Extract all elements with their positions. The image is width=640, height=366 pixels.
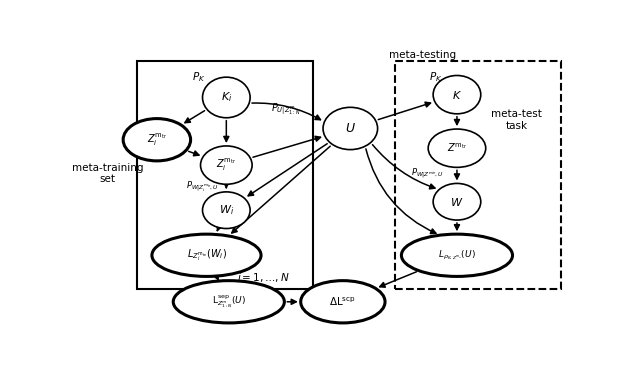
Ellipse shape <box>173 281 284 323</box>
Bar <box>395 61 561 289</box>
Text: $P_K$: $P_K$ <box>192 70 206 84</box>
Text: $K$: $K$ <box>452 89 462 101</box>
Text: meta-testing: meta-testing <box>388 50 456 60</box>
Ellipse shape <box>152 234 261 276</box>
Text: $P_{W|Z^{\mathrm{m_{tr}}},U}$: $P_{W|Z^{\mathrm{m_{tr}}},U}$ <box>411 167 444 181</box>
Text: $\mathrm{L}^{\mathrm{sep}}_{Z^m_{1:N}}(U)$: $\mathrm{L}^{\mathrm{sep}}_{Z^m_{1:N}}(U… <box>212 294 246 310</box>
Ellipse shape <box>123 119 191 161</box>
Text: meta-training
set: meta-training set <box>72 163 143 184</box>
Bar <box>137 61 313 289</box>
Text: $i=1,\ldots,N$: $i=1,\ldots,N$ <box>237 271 290 284</box>
Text: $U$: $U$ <box>345 122 356 135</box>
Ellipse shape <box>433 75 481 114</box>
Ellipse shape <box>301 281 385 323</box>
Ellipse shape <box>202 192 250 228</box>
Text: $L_{Z_i^{\mathrm{m_{te}}}}(W_i)$: $L_{Z_i^{\mathrm{m_{te}}}}(W_i)$ <box>186 247 227 263</box>
Text: $W_i$: $W_i$ <box>219 203 234 217</box>
Text: $Z_i^{\mathrm{m_{tr}}}$: $Z_i^{\mathrm{m_{tr}}}$ <box>216 157 236 173</box>
Ellipse shape <box>323 107 378 150</box>
Text: meta-test
task: meta-test task <box>491 109 542 131</box>
Ellipse shape <box>428 129 486 167</box>
Ellipse shape <box>200 146 252 184</box>
Text: $\Delta\mathrm{L}^{\mathrm{scp}}$: $\Delta\mathrm{L}^{\mathrm{scp}}$ <box>330 296 356 308</box>
Text: $W$: $W$ <box>451 196 463 208</box>
Ellipse shape <box>202 77 250 118</box>
Text: $Z^{\mathrm{m_{tr}}}$: $Z^{\mathrm{m_{tr}}}$ <box>447 142 467 154</box>
Text: $P_K$: $P_K$ <box>429 70 442 84</box>
Text: $K_i$: $K_i$ <box>221 90 232 104</box>
Text: $P_{U|Z^{\mathrm{m}}_{1:N}}$: $P_{U|Z^{\mathrm{m}}_{1:N}}$ <box>271 101 301 117</box>
Text: $L_{\rho_{K,Z^{\mathrm{m_{tr}}}}}(U)$: $L_{\rho_{K,Z^{\mathrm{m_{tr}}}}}(U)$ <box>438 249 476 262</box>
Ellipse shape <box>401 234 513 276</box>
Ellipse shape <box>433 183 481 220</box>
Text: $P_{W|Z_i^{\mathrm{m_{tr}}},U}$: $P_{W|Z_i^{\mathrm{m_{tr}}},U}$ <box>186 180 219 194</box>
Text: $Z_i^{\mathrm{m_{tr}}}$: $Z_i^{\mathrm{m_{tr}}}$ <box>147 132 167 148</box>
